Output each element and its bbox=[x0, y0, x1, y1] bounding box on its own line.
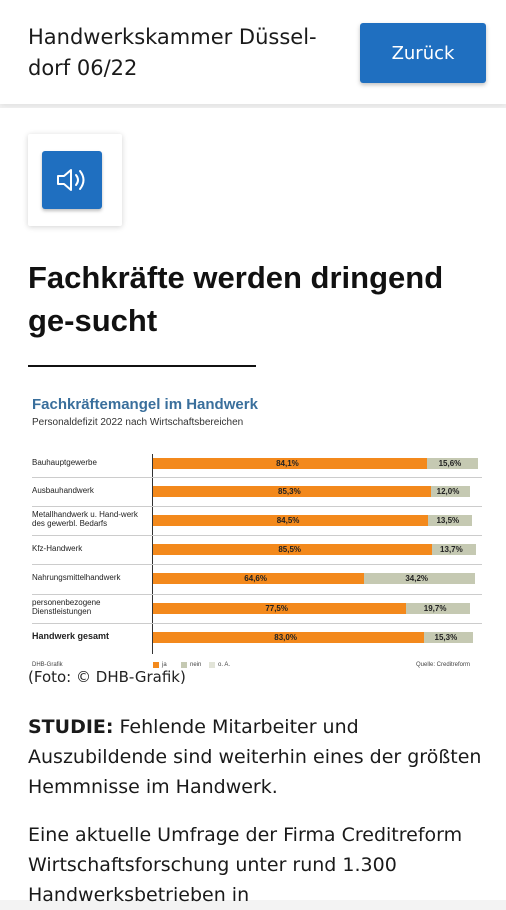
app-header: Handwerkskammer Düssel-dorf 06/22 Zurück bbox=[0, 0, 506, 104]
chart-bar-oa bbox=[469, 603, 479, 614]
chart-legend-swatch bbox=[181, 662, 187, 668]
chart-data-label: 77,5% bbox=[265, 604, 288, 613]
chart-row-separator bbox=[32, 477, 482, 478]
chart-bar-oa bbox=[475, 573, 479, 584]
chart-bar-ja bbox=[153, 573, 364, 584]
chart-category-label: Kfz-Handwerk bbox=[32, 544, 83, 553]
chart-category-label: Metallhandwerk u. Hand-werk des gewerbl.… bbox=[32, 510, 138, 528]
chart-bar-ja bbox=[153, 486, 432, 497]
article-headline: Fachkräfte werden dringend ge-sucht bbox=[28, 260, 444, 338]
chart-bar-ja bbox=[153, 515, 429, 526]
chart-data-label: 13,5% bbox=[436, 516, 460, 525]
chart-axis bbox=[152, 454, 153, 654]
image-caption: (Foto: © DHB-Grafik) bbox=[28, 668, 186, 686]
header-title: Handwerkskammer Düssel-dorf 06/22 bbox=[28, 25, 317, 80]
read-aloud-button[interactable] bbox=[42, 151, 102, 209]
chart-bar-oa bbox=[476, 544, 479, 555]
chart-data-label: 34,2% bbox=[405, 574, 429, 583]
chart-data-label: 84,1% bbox=[276, 459, 299, 468]
chart-bar-nein bbox=[405, 603, 470, 614]
chart-data-label: 64,6% bbox=[244, 574, 267, 583]
chart-bar-ja bbox=[153, 603, 406, 614]
chart-bar-nein bbox=[431, 544, 477, 555]
chart-bar-nein bbox=[427, 458, 478, 469]
chart-bar-ja bbox=[153, 632, 424, 643]
chart-data-label: 12,0% bbox=[436, 487, 460, 496]
chart-legend-swatch bbox=[209, 662, 215, 668]
chart-row-separator bbox=[32, 594, 482, 595]
chart-data-label: 15,6% bbox=[438, 459, 462, 468]
chart-image: Fachkräftemangel im Handwerk Personaldef… bbox=[28, 392, 488, 682]
chart-bar-ja bbox=[153, 458, 428, 469]
headline-divider bbox=[28, 365, 256, 367]
chart-category-label: Nahrungsmittelhandwerk bbox=[32, 573, 121, 582]
back-button[interactable]: Zurück bbox=[360, 23, 486, 83]
chart-row-separator bbox=[32, 506, 482, 507]
chart-bar-nein bbox=[428, 515, 473, 526]
chart-source-right: Quelle: Creditreform bbox=[416, 662, 471, 668]
chart-row-separator bbox=[32, 535, 482, 536]
chart-data-label: 13,7% bbox=[440, 545, 463, 554]
audio-player-card bbox=[28, 134, 122, 226]
chart-data-label: 85,5% bbox=[278, 545, 302, 554]
chart-bar-oa bbox=[478, 458, 479, 469]
chart-bar-oa bbox=[472, 515, 479, 526]
speaker-icon bbox=[57, 169, 85, 191]
chart-category-label: Handwerk gesamt bbox=[32, 631, 110, 641]
chart-row-separator bbox=[32, 564, 482, 565]
chart-bar-nein bbox=[423, 632, 474, 643]
chart-category-label: personenbezogene Dienstleistungen bbox=[32, 598, 101, 616]
chart-source-left: DHB-Grafik bbox=[32, 662, 63, 668]
chart-legend-swatch bbox=[153, 662, 159, 668]
lead-paragraph: STUDIE: Fehlende Mitarbeiter und Auszubi… bbox=[28, 712, 488, 802]
chart-data-label: 83,0% bbox=[274, 633, 297, 642]
lead-label: STUDIE: bbox=[28, 716, 114, 738]
article-content: Fachkräfte werden dringend ge-sucht Fach… bbox=[0, 108, 506, 906]
chart-legend-label: o. A. bbox=[218, 662, 231, 668]
chart-data-label: 85,3% bbox=[278, 487, 301, 496]
lead-text: Fehlende Mitarbeiter und Auszubildende s… bbox=[28, 716, 482, 798]
chart-category-label: Ausbauhandwerk bbox=[32, 486, 94, 495]
chart-category-label: Bauhauptgewerbe bbox=[32, 458, 97, 467]
chart-bar-nein bbox=[431, 486, 471, 497]
chart-bar-oa bbox=[470, 486, 479, 497]
chart-legend-label: nein bbox=[190, 662, 202, 668]
chart-data-label: 15,3% bbox=[434, 633, 458, 642]
chart-bar-ja bbox=[153, 544, 432, 555]
chart-title: Fachkräftemangel im Handwerk bbox=[32, 396, 258, 413]
chart-bar-oa bbox=[473, 632, 479, 643]
chart-row-separator bbox=[32, 623, 482, 624]
chart-subtitle: Personaldefizit 2022 nach Wirtschaftsber… bbox=[32, 417, 244, 428]
chart-data-label: 84,5% bbox=[276, 516, 300, 525]
chart-bar-nein bbox=[363, 573, 476, 584]
chart-data-label: 19,7% bbox=[423, 604, 447, 613]
body-paragraph: Eine aktuelle Umfrage der Firma Creditre… bbox=[28, 824, 463, 906]
chart-legend-label: ja bbox=[162, 662, 167, 668]
